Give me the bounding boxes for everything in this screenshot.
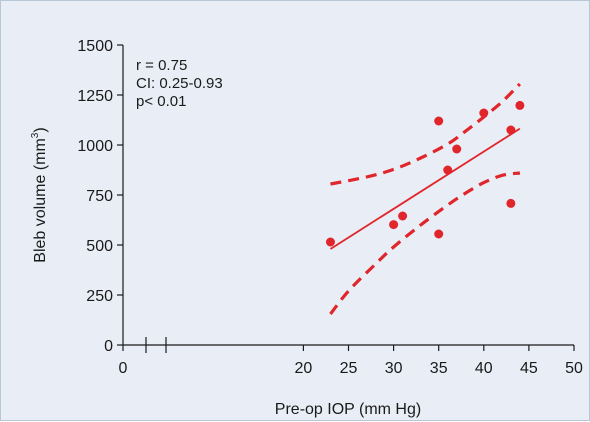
data-point — [479, 108, 489, 118]
data-point — [452, 144, 462, 154]
annotation-ci: CI: 0.25-0.93 — [136, 75, 223, 92]
confidence-band — [329, 82, 522, 315]
regression-line — [329, 127, 521, 250]
data-point — [389, 220, 399, 230]
y-tick-label: 0 — [104, 338, 113, 355]
x-tick-label: 25 — [340, 360, 358, 377]
data-point — [506, 125, 516, 135]
data-point — [434, 229, 444, 239]
x-tick-label: 50 — [565, 360, 583, 377]
ci-lower-curve — [329, 171, 521, 315]
y-tick-label: 1250 — [77, 88, 113, 105]
regression-line-group — [329, 127, 521, 250]
data-point — [443, 165, 453, 175]
y-axis-label-superscript: 3 — [30, 132, 41, 138]
y-axis-label-main: Bleb volume (mm — [32, 138, 49, 262]
y-tick-label: 1500 — [77, 38, 113, 55]
stats-annotation: r = 0.75 CI: 0.25-0.93 p< 0.01 — [136, 57, 223, 110]
x-ticks: 0 20 25 30 35 40 45 50 — [119, 345, 583, 377]
data-point — [325, 237, 335, 247]
x-tick-label: 20 — [295, 360, 313, 377]
data-point — [434, 116, 444, 126]
data-point — [398, 211, 408, 221]
annotation-r: r = 0.75 — [136, 57, 187, 74]
y-tick-label: 500 — [86, 238, 113, 255]
x-tick-label: 45 — [520, 360, 538, 377]
y-tick-label: 1000 — [77, 138, 113, 155]
ci-upper-curve — [330, 82, 522, 186]
y-axis-label-tail: ) — [32, 127, 49, 132]
annotation-p: p< 0.01 — [136, 93, 186, 110]
x-tick-label: 30 — [385, 360, 403, 377]
y-tick-label: 250 — [86, 288, 113, 305]
x-axis-label: Pre-op IOP (mm Hg) — [275, 401, 421, 418]
y-axis-label: Bleb volume (mm3) — [30, 127, 49, 262]
y-tick-label: 750 — [86, 188, 113, 205]
x-tick-label: 0 — [119, 360, 128, 377]
data-point — [506, 198, 516, 208]
data-points — [325, 100, 525, 247]
x-tick-label: 40 — [475, 360, 493, 377]
data-point — [515, 100, 525, 110]
x-tick-label: 35 — [430, 360, 448, 377]
y-ticks: 0 250 500 750 1000 1250 1500 — [77, 38, 123, 355]
